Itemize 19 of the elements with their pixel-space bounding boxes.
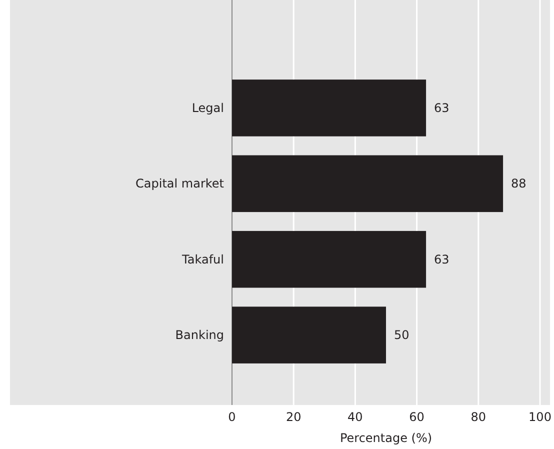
bar (232, 230, 426, 288)
data-label: 63 (434, 252, 450, 266)
x-axis-title: Percentage (%) (340, 431, 432, 445)
x-tick-label: 80 (470, 410, 486, 424)
x-tick-label: 60 (409, 410, 424, 424)
y-tick-label: Takaful (181, 252, 224, 266)
bar (232, 80, 426, 136)
y-tick-label: Capital market (136, 176, 224, 191)
x-tick-label: 40 (348, 410, 363, 424)
bar (232, 155, 504, 212)
y-tick-label: Legal (192, 100, 224, 115)
data-label: 50 (394, 328, 410, 342)
data-label: 63 (434, 100, 450, 115)
y-tick-label: Banking (175, 328, 224, 342)
x-tick-label: 20 (286, 410, 302, 424)
x-tick-label: 0 (228, 410, 236, 424)
x-tick-label: 100 (528, 410, 552, 424)
data-label: 88 (511, 176, 526, 191)
bar (232, 306, 386, 364)
